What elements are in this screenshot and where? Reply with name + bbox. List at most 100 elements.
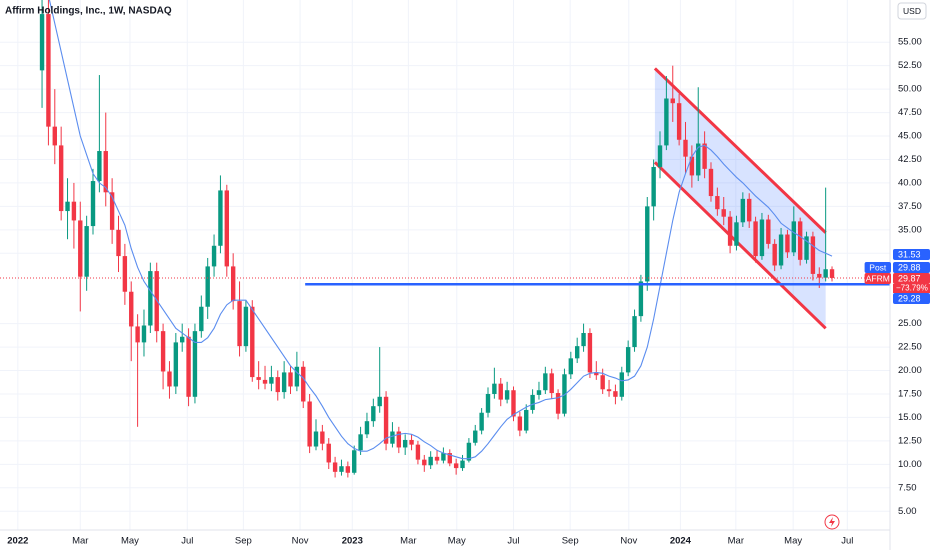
candle-body <box>339 466 344 472</box>
price-label-box <box>893 249 930 260</box>
candle-body <box>46 14 51 127</box>
candle-body <box>479 412 484 431</box>
candle-body <box>785 234 790 253</box>
currency-box[interactable] <box>897 2 927 20</box>
candle-body <box>804 236 809 260</box>
x-tick-label: Jul <box>841 536 853 547</box>
candle-body <box>97 151 102 182</box>
axes: 55.00 52.50 50.00 47.50 45.00 42.50 40.00 37.50… <box>7 37 930 547</box>
candle-body <box>364 421 370 435</box>
candle-body <box>39 14 45 71</box>
candle-body <box>103 151 108 193</box>
x-tick-label: Jul <box>507 536 519 547</box>
candle-body <box>555 393 561 414</box>
candle-body <box>173 342 179 387</box>
candle-body <box>84 226 89 277</box>
x-tick-label: Sep <box>562 536 579 547</box>
candle-body <box>301 366 306 402</box>
y-tick-label: 50.00 <box>898 84 922 95</box>
x-tick-label: May <box>784 536 802 547</box>
candle-body <box>753 221 758 257</box>
y-tick-label: 10.00 <box>898 459 922 470</box>
candle-body <box>409 439 414 445</box>
x-tick-label: May <box>448 536 466 547</box>
candle-body <box>568 358 574 375</box>
event-icon-bolt <box>829 517 835 527</box>
candle-body <box>250 306 255 378</box>
candle-body <box>90 181 96 227</box>
candle-body <box>791 221 797 253</box>
candle-body <box>504 390 510 400</box>
candle-body <box>549 373 554 394</box>
price-label: 29.87 <box>898 273 921 283</box>
candle-body <box>759 219 765 257</box>
candle-body <box>530 394 535 410</box>
y-tick-label: 25.00 <box>898 318 922 329</box>
y-tick-label: 20.00 <box>898 365 922 376</box>
x-tick-label: Nov <box>620 536 637 547</box>
candle-body <box>664 98 669 146</box>
candle-body <box>167 371 172 387</box>
candle-body <box>52 126 57 146</box>
candle-body <box>256 377 261 380</box>
candle-body <box>358 434 363 451</box>
candle-body <box>230 266 236 302</box>
candle-body <box>625 347 631 373</box>
price-label: 29.88 <box>898 262 921 272</box>
y-tick-label: 5.00 <box>898 506 917 517</box>
candle-body <box>211 245 217 267</box>
plot-area <box>0 0 890 478</box>
x-tick-label: Mar <box>72 536 88 547</box>
x-tick-label: May <box>121 536 139 547</box>
price-change-box <box>893 284 930 293</box>
candle-body <box>116 229 121 257</box>
candle-body <box>313 431 319 447</box>
candle-body <box>574 346 580 359</box>
candle-body <box>657 145 663 167</box>
price-label-box <box>893 262 930 273</box>
channel-line <box>653 67 827 234</box>
candle-body <box>587 333 593 373</box>
candle-body <box>619 372 624 397</box>
candle-body <box>326 443 331 463</box>
x-tick-label: Sep <box>235 536 252 547</box>
candle-body <box>199 306 204 332</box>
candle-body <box>511 390 516 417</box>
grid <box>0 0 890 530</box>
candle-body <box>817 273 822 278</box>
candle-body <box>224 190 230 267</box>
y-tick-label: 42.50 <box>898 154 922 165</box>
y-tick-label: 45.00 <box>898 131 922 142</box>
candle-body <box>485 393 491 413</box>
candle-body <box>192 331 198 397</box>
currency[interactable]: USD <box>903 6 921 16</box>
candle-body <box>275 377 280 393</box>
candle-body <box>377 396 382 407</box>
candle-body <box>243 306 249 347</box>
candle-body <box>288 372 293 387</box>
candle-body <box>715 196 720 210</box>
candle-body <box>180 336 185 343</box>
candle-body <box>402 439 408 448</box>
candle-body <box>670 98 675 104</box>
candle-body <box>205 266 210 307</box>
candle-body <box>696 143 701 176</box>
y-tick-label: 40.00 <box>898 177 922 188</box>
y-tick-label: 7.50 <box>898 482 917 493</box>
candle-body <box>71 201 77 221</box>
candle-body <box>492 383 497 394</box>
candle-body <box>396 431 402 448</box>
x-tick-label: Nov <box>292 536 309 547</box>
candle-body <box>141 325 147 343</box>
candle-body <box>390 431 395 444</box>
candle-body <box>645 206 650 282</box>
price-tag: Post <box>869 262 887 272</box>
candle-body <box>58 145 64 212</box>
price-change: −73.79% <box>896 284 928 293</box>
x-tick-label: Mar <box>400 536 416 547</box>
candle-body <box>829 269 835 278</box>
price-tag-box <box>864 273 891 284</box>
candle-body <box>766 219 771 244</box>
candle-body <box>747 198 752 222</box>
